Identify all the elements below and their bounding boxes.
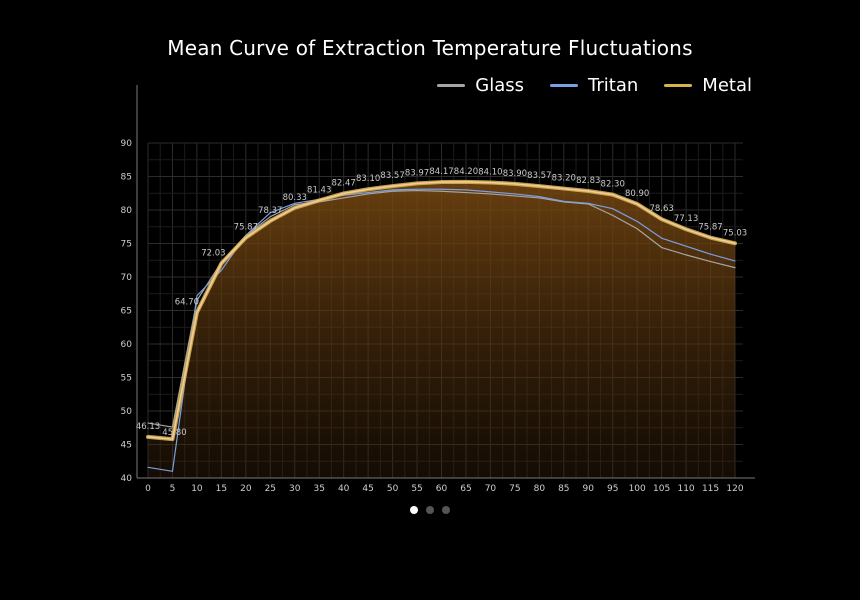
area-fill bbox=[148, 181, 735, 479]
data-label: 83.90 bbox=[503, 169, 527, 179]
legend-label-tritan: Tritan bbox=[588, 75, 639, 96]
data-label: 82.47 bbox=[331, 178, 355, 188]
x-tick-label: 5 bbox=[170, 484, 176, 494]
y-tick-label: 45 bbox=[121, 441, 132, 451]
x-tick-label: 70 bbox=[485, 484, 497, 494]
metal-area-fill bbox=[148, 181, 735, 479]
x-tick-label: 25 bbox=[265, 484, 276, 494]
x-tick-label: 65 bbox=[460, 484, 471, 494]
x-tick-label: 100 bbox=[629, 484, 646, 494]
y-tick-label: 55 bbox=[121, 374, 132, 384]
x-tick-label: 35 bbox=[313, 484, 324, 494]
data-label: 64.70 bbox=[175, 298, 199, 308]
data-label: 46.13 bbox=[136, 422, 160, 432]
x-tick-label: 0 bbox=[145, 484, 151, 494]
x-tick-label: 40 bbox=[338, 484, 350, 494]
x-tick-label: 80 bbox=[534, 484, 546, 494]
y-tick-label: 75 bbox=[121, 240, 132, 250]
data-label: 83.57 bbox=[380, 171, 404, 181]
x-tick-label: 85 bbox=[558, 484, 569, 494]
x-tick-label: 75 bbox=[509, 484, 520, 494]
data-label: 81.43 bbox=[307, 185, 331, 195]
data-label: 78.63 bbox=[649, 204, 673, 214]
x-tick-label: 30 bbox=[289, 484, 301, 494]
series-line-metal-highlight bbox=[147, 181, 736, 440]
data-label: 45.80 bbox=[162, 428, 186, 438]
x-tick-label: 105 bbox=[653, 484, 670, 494]
x-tick-label: 90 bbox=[583, 484, 595, 494]
legend-item-metal[interactable]: Metal bbox=[664, 75, 752, 96]
x-tick-label: 10 bbox=[191, 484, 203, 494]
legend-label-metal: Metal bbox=[702, 75, 752, 96]
legend-swatch-tritan bbox=[550, 84, 579, 87]
y-tick-label: 40 bbox=[121, 474, 133, 484]
x-tick-label: 110 bbox=[677, 484, 694, 494]
x-tick-label: 120 bbox=[726, 484, 743, 494]
data-label: 84.20 bbox=[454, 167, 478, 177]
data-label: 75.87 bbox=[234, 223, 258, 233]
x-tick-label: 55 bbox=[411, 484, 422, 494]
data-label: 72.03 bbox=[201, 248, 225, 258]
data-label: 84.17 bbox=[429, 167, 453, 177]
chart-legend: Glass Tritan Metal bbox=[437, 75, 752, 96]
data-label: 80.90 bbox=[625, 189, 649, 199]
data-label: 80.33 bbox=[283, 193, 307, 203]
data-labels: 46.1345.8064.7072.0375.8778.3780.3381.43… bbox=[136, 167, 747, 438]
data-label: 78.37 bbox=[258, 206, 282, 216]
y-tick-label: 70 bbox=[121, 273, 133, 283]
series-lines bbox=[146, 179, 737, 472]
x-tick-label: 95 bbox=[607, 484, 618, 494]
chart-title: Mean Curve of Extraction Temperature Flu… bbox=[167, 36, 693, 60]
data-label: 75.87 bbox=[698, 223, 722, 233]
data-label: 83.57 bbox=[527, 171, 551, 181]
data-label: 84.10 bbox=[478, 168, 502, 178]
pagination-dot[interactable] bbox=[426, 506, 434, 514]
data-label: 82.30 bbox=[601, 180, 625, 190]
legend-item-tritan[interactable]: Tritan bbox=[550, 75, 638, 96]
legend-item-glass[interactable]: Glass bbox=[437, 75, 524, 96]
pagination-dots bbox=[0, 506, 860, 514]
legend-swatch-metal bbox=[664, 84, 693, 87]
x-tick-label: 20 bbox=[240, 484, 252, 494]
y-tick-label: 60 bbox=[121, 340, 133, 350]
data-label: 83.10 bbox=[356, 174, 380, 184]
data-label: 82.83 bbox=[576, 176, 600, 186]
x-tick-label: 45 bbox=[362, 484, 373, 494]
x-tick-label: 50 bbox=[387, 484, 399, 494]
y-tick-label: 50 bbox=[121, 407, 133, 417]
data-label: 77.13 bbox=[674, 214, 698, 224]
data-label: 83.97 bbox=[405, 168, 429, 178]
legend-label-glass: Glass bbox=[475, 75, 525, 96]
x-tick-label: 115 bbox=[702, 484, 719, 494]
pagination-dot[interactable] bbox=[410, 506, 418, 514]
y-tick-label: 80 bbox=[121, 206, 133, 216]
y-tick-label: 85 bbox=[121, 173, 132, 183]
data-label: 83.20 bbox=[552, 174, 576, 184]
pagination-dot[interactable] bbox=[442, 506, 450, 514]
legend-swatch-glass bbox=[437, 84, 466, 87]
y-tick-label: 90 bbox=[121, 139, 133, 149]
data-label: 75.03 bbox=[723, 228, 747, 238]
y-tick-label: 65 bbox=[121, 307, 132, 317]
x-tick-label: 15 bbox=[216, 484, 227, 494]
axes: 40 45 50 55 60 65 70 75 80 85 90 0 5 10 15 20 25 30 35 40 45… bbox=[121, 85, 755, 494]
x-tick-label: 60 bbox=[436, 484, 448, 494]
